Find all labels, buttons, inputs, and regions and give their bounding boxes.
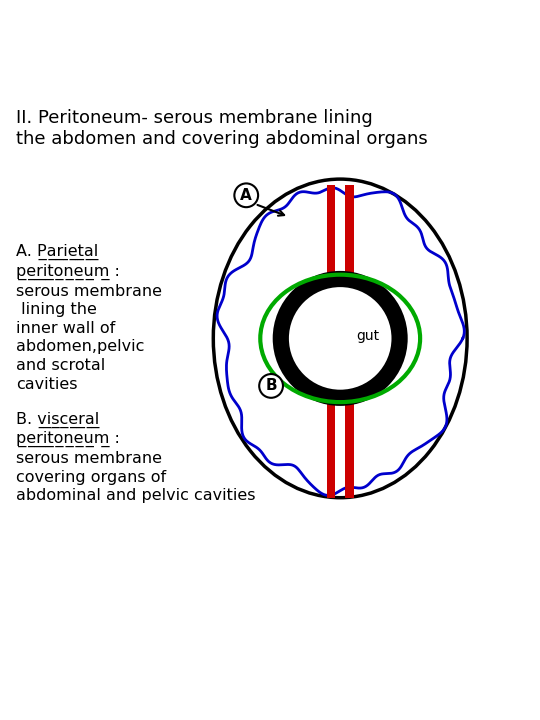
Text: II. Peritoneum- serous membrane lining: II. Peritoneum- serous membrane lining bbox=[16, 109, 373, 127]
Bar bbox=[327, 184, 335, 498]
Circle shape bbox=[273, 271, 408, 406]
Text: A. P̲a̲r̲i̲e̲t̲a̲l̲
p̲e̲r̲i̲t̲o̲n̲e̲u̲m̲ :
serous membrane
 lining the
inner wal: A. P̲a̲r̲i̲e̲t̲a̲l̲ p̲e̲r̲i̲t̲o̲n̲e̲u̲m̲… bbox=[16, 244, 162, 392]
Circle shape bbox=[259, 374, 283, 397]
Text: gut: gut bbox=[356, 329, 380, 343]
Circle shape bbox=[289, 287, 392, 390]
Text: B: B bbox=[265, 379, 277, 393]
Text: B. v̲i̲s̲c̲e̲r̲a̲l̲
p̲e̲r̲i̲t̲o̲n̲e̲u̲m̲ :
serous membrane
covering organs of
ab: B. v̲i̲s̲c̲e̲r̲a̲l̲ p̲e̲r̲i̲t̲o̲n̲e̲u̲m̲… bbox=[16, 411, 256, 503]
Text: A: A bbox=[240, 188, 252, 203]
Circle shape bbox=[234, 184, 258, 207]
Bar bbox=[345, 184, 354, 498]
Text: the abdomen and covering abdominal organs: the abdomen and covering abdominal organ… bbox=[16, 130, 428, 148]
